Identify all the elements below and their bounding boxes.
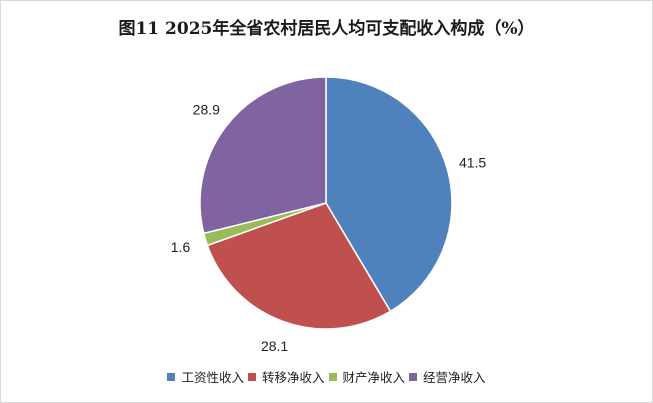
- legend-swatch-4: [409, 372, 418, 381]
- legend-swatch-2: [247, 372, 256, 381]
- data-label-4: 28.9: [193, 101, 220, 117]
- data-label-3: 1.6: [171, 239, 191, 255]
- chart-legend: 工资性收入 转移净收入 财产净收入 经营净收入: [0, 367, 653, 386]
- pie-slice-2: [206, 202, 392, 330]
- legend-label-4: 经营净收入: [423, 370, 486, 385]
- data-label-2: 28.1: [261, 338, 288, 354]
- data-label-1: 41.5: [459, 155, 486, 171]
- legend-label-2: 转移净收入: [261, 370, 325, 385]
- legend-swatch-3: [328, 372, 337, 381]
- legend-item-3: 财产净收入: [328, 367, 406, 386]
- legend-item-2: 转移净收入: [247, 367, 325, 386]
- legend-label-1: 工资性收入: [181, 370, 244, 385]
- pie-slice-4: [199, 76, 327, 235]
- legend-item-1: 工资性收入: [167, 367, 244, 386]
- chart-title: 图11 2025年全省农村居民人均可支配收入构成（%）: [118, 19, 535, 39]
- legend-item-4: 经营净收入: [409, 367, 486, 386]
- pie-slice-1: [325, 76, 453, 313]
- legend-swatch-1: [167, 372, 176, 381]
- legend-label-3: 财产净收入: [342, 370, 406, 385]
